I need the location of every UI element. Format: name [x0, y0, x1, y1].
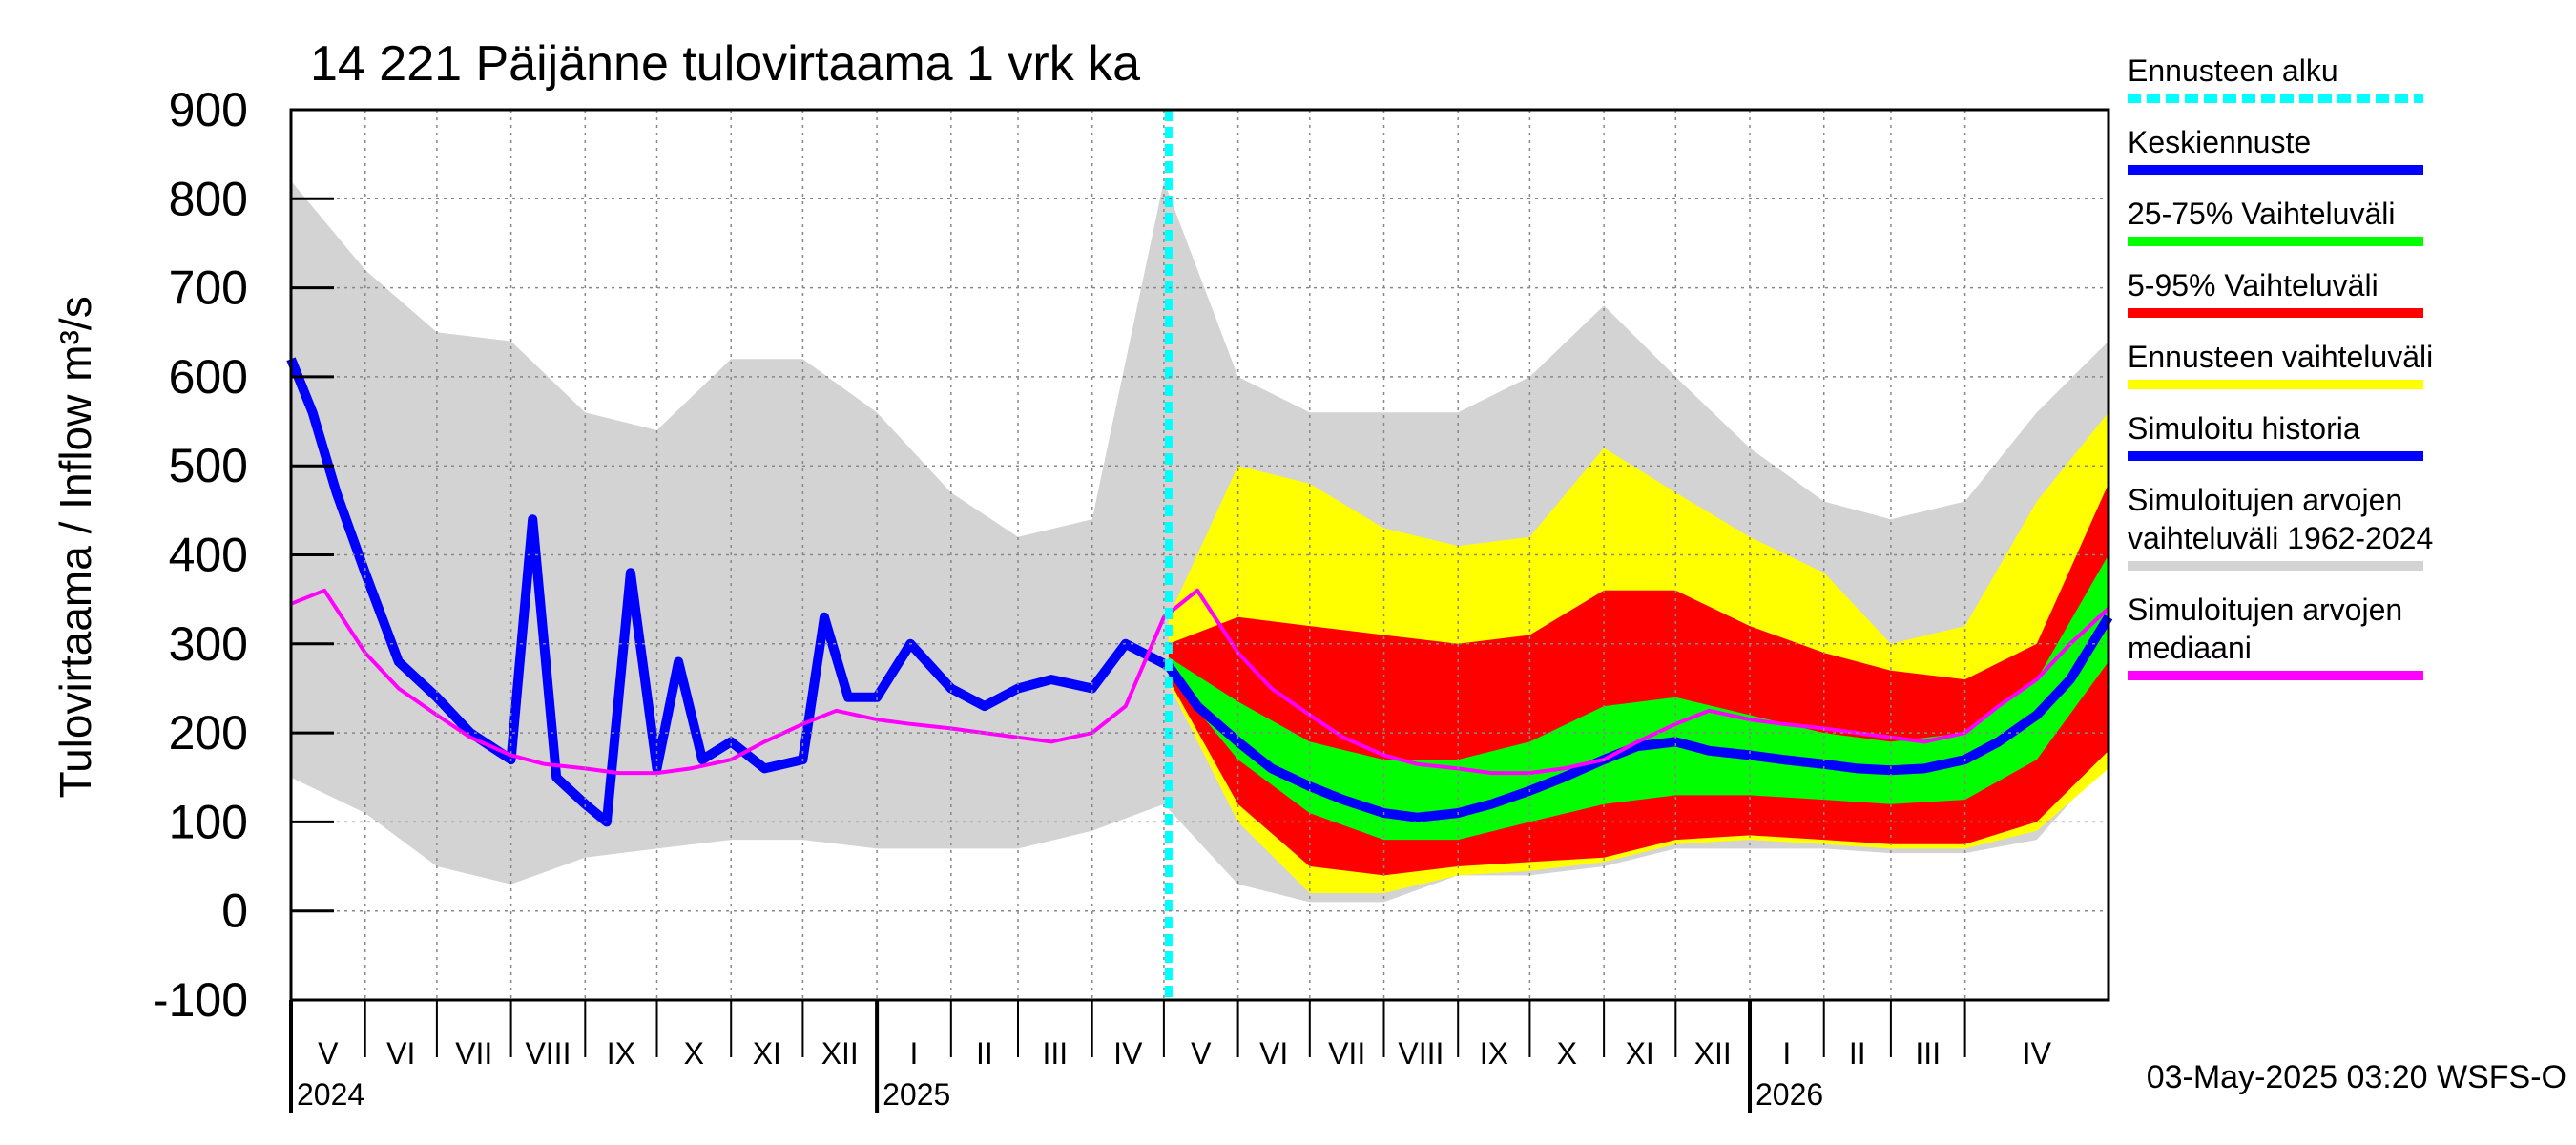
legend-label-line: Simuloitujen arvojen [2128, 483, 2402, 517]
x-year-label: 2026 [1755, 1077, 1823, 1112]
x-month-label: V [1191, 1036, 1212, 1071]
y-tick-label: 600 [169, 350, 248, 404]
x-month-label: VI [386, 1036, 415, 1071]
y-axis-label: Tulovirtaama / Inflow [51, 394, 100, 798]
legend-label: Keskiennuste [2128, 125, 2311, 159]
legend-label: Ennusteen alku [2128, 53, 2338, 88]
x-month-label: VII [1328, 1036, 1365, 1071]
x-year-label: 2024 [297, 1077, 364, 1112]
x-month-label: XII [1694, 1036, 1732, 1071]
legend-item-ennusteen-vaihteluv-li: Ennusteen vaihteluväli [2128, 340, 2433, 389]
legend-item-simuloitujen-arvojen-mediaani: Simuloitujen arvojen mediaani [2128, 593, 2423, 680]
x-month-label: XI [753, 1036, 781, 1071]
y-tick-label: 200 [169, 706, 248, 760]
x-month-label: I [1782, 1036, 1791, 1071]
y-tick-label: 700 [169, 261, 248, 315]
x-month-label: VI [1259, 1036, 1288, 1071]
line-keskiennuste [1164, 614, 2113, 822]
legend-label-line: mediaani [2128, 631, 2252, 665]
x-month-label: II [1849, 1036, 1866, 1071]
x-month-label: I [910, 1036, 919, 1071]
legend-item-keskiennuste: Keskiennuste [2128, 125, 2423, 175]
x-month-label: VIII [1398, 1036, 1444, 1071]
y-tick-label: 500 [169, 439, 248, 492]
x-month-label: IX [1480, 1036, 1508, 1071]
x-month-label: X [1557, 1036, 1577, 1071]
x-month-label: IV [1113, 1036, 1143, 1071]
y-tick-label: 0 [221, 885, 248, 938]
y-tick-label: -100 [153, 973, 248, 1027]
x-month-label: XII [821, 1036, 859, 1071]
legend-item-25-75-vaihteluv-li: 25-75% Vaihteluväli [2128, 197, 2423, 246]
y-tick-label: 800 [169, 172, 248, 225]
legend-item-ennusteen-alku: Ennusteen alku [2128, 53, 2423, 103]
legend: Ennusteen alku Keskiennuste 25-75% Vaihtel… [2128, 53, 2433, 680]
footer-timestamp: 03-May-2025 03:20 WSFS-O [2147, 1059, 2566, 1095]
legend-label-line: Simuloitujen arvojen [2128, 593, 2402, 627]
x-month-label: IX [607, 1036, 635, 1071]
x-month-label: VIII [525, 1036, 571, 1071]
x-month-label: V [318, 1036, 339, 1071]
y-tick-label: 300 [169, 617, 248, 671]
y-tick-label: 400 [169, 529, 248, 582]
line-simuloitujen-arvojen-mediaani [290, 588, 2110, 776]
x-year-label: 2025 [883, 1077, 950, 1112]
x-month-label: III [1915, 1036, 1941, 1071]
legend-label-line: vaihteluväli 1962-2024 [2128, 521, 2433, 555]
x-month-label: X [684, 1036, 704, 1071]
y-tick-label: 900 [169, 83, 248, 136]
line-simuloitu-historia [286, 357, 1172, 827]
x-month-label: VII [455, 1036, 492, 1071]
legend-item-simuloitujen-arvojen-vaihteluv-li-1962-2024: Simuloitujen arvojen vaihteluväli 1962-20… [2128, 483, 2433, 571]
legend-label: 5-95% Vaihteluväli [2128, 268, 2379, 302]
x-month-label: XI [1626, 1036, 1654, 1071]
x-month-label: IV [2023, 1036, 2052, 1071]
legend-label: 25-75% Vaihteluväli [2128, 197, 2395, 231]
y-axis-unit: m³/s [51, 296, 100, 381]
legend-item-simuloitu-historia: Simuloitu historia [2128, 411, 2423, 461]
plot-area [286, 110, 2113, 1000]
legend-label: Simuloitu historia [2128, 411, 2360, 446]
x-month-label: II [976, 1036, 993, 1071]
y-tick-label: 100 [169, 795, 248, 848]
chart-title: 14 221 Päijänne tulovirtaama 1 vrk ka [310, 36, 1140, 92]
legend-label: Ennusteen vaihteluväli [2128, 340, 2433, 374]
x-month-label: III [1043, 1036, 1069, 1071]
legend-item-5-95-vaihteluv-li: 5-95% Vaihteluväli [2128, 268, 2423, 318]
